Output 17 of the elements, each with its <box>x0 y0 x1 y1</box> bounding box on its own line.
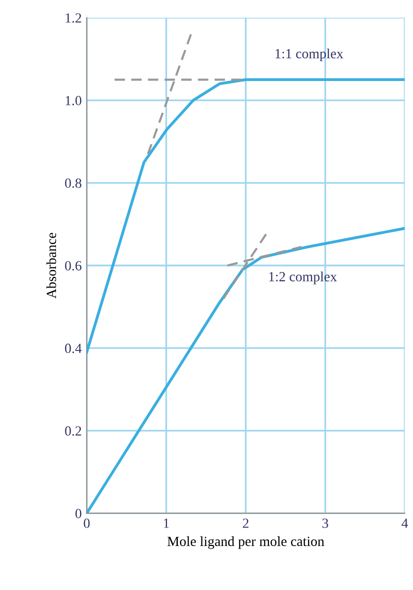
y-tick-label: 0.6 <box>65 261 82 271</box>
annotation: 1:1 complex <box>276 48 344 62</box>
x-tick-label: 3 <box>322 518 328 528</box>
x-tick-label: 0 <box>84 518 90 528</box>
line-series <box>86 78 405 354</box>
x-tick-label: 2 <box>242 518 248 528</box>
annotation: 1:2 complex <box>269 272 337 284</box>
y-tick-label: 0.2 <box>65 426 82 436</box>
y-tick-label: 1.0 <box>66 96 82 106</box>
x-tick-label: 4 <box>402 518 408 528</box>
y-tick-label: 0.8 <box>65 178 82 188</box>
y-tick-label: 0.4 <box>65 344 82 354</box>
y-tick-label: 1.2 <box>66 13 82 23</box>
x-axis-title: Mole ligand per mole cation <box>167 536 324 549</box>
x-tick-label: 1 <box>164 518 169 528</box>
y-tick-label: 0 <box>75 508 82 518</box>
y-axis-title: Absorbance <box>46 232 56 299</box>
